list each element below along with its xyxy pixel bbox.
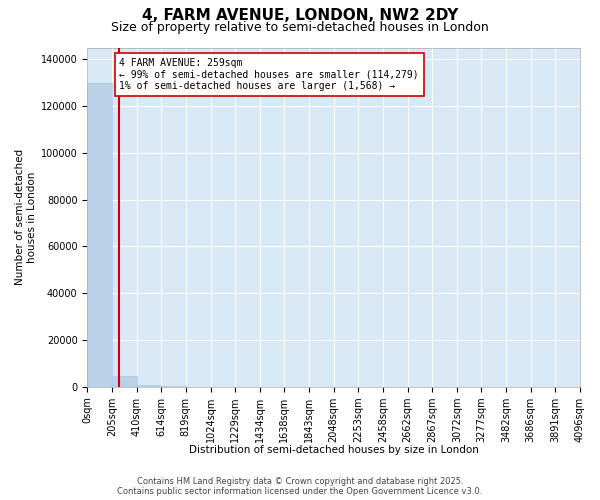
Text: Size of property relative to semi-detached houses in London: Size of property relative to semi-detach… <box>111 21 489 34</box>
X-axis label: Distribution of semi-detached houses by size in London: Distribution of semi-detached houses by … <box>189 445 479 455</box>
Bar <box>161 386 186 387</box>
Text: 4 FARM AVENUE: 259sqm
← 99% of semi-detached houses are smaller (114,279)
1% of : 4 FARM AVENUE: 259sqm ← 99% of semi-deta… <box>119 58 419 91</box>
Text: 4, FARM AVENUE, LONDON, NW2 2DY: 4, FARM AVENUE, LONDON, NW2 2DY <box>142 8 458 22</box>
Y-axis label: Number of semi-detached
houses in London: Number of semi-detached houses in London <box>15 149 37 285</box>
Text: Contains HM Land Registry data © Crown copyright and database right 2025.
Contai: Contains HM Land Registry data © Crown c… <box>118 476 482 496</box>
Bar <box>88 82 112 387</box>
Bar <box>112 376 137 387</box>
Bar <box>137 384 161 387</box>
